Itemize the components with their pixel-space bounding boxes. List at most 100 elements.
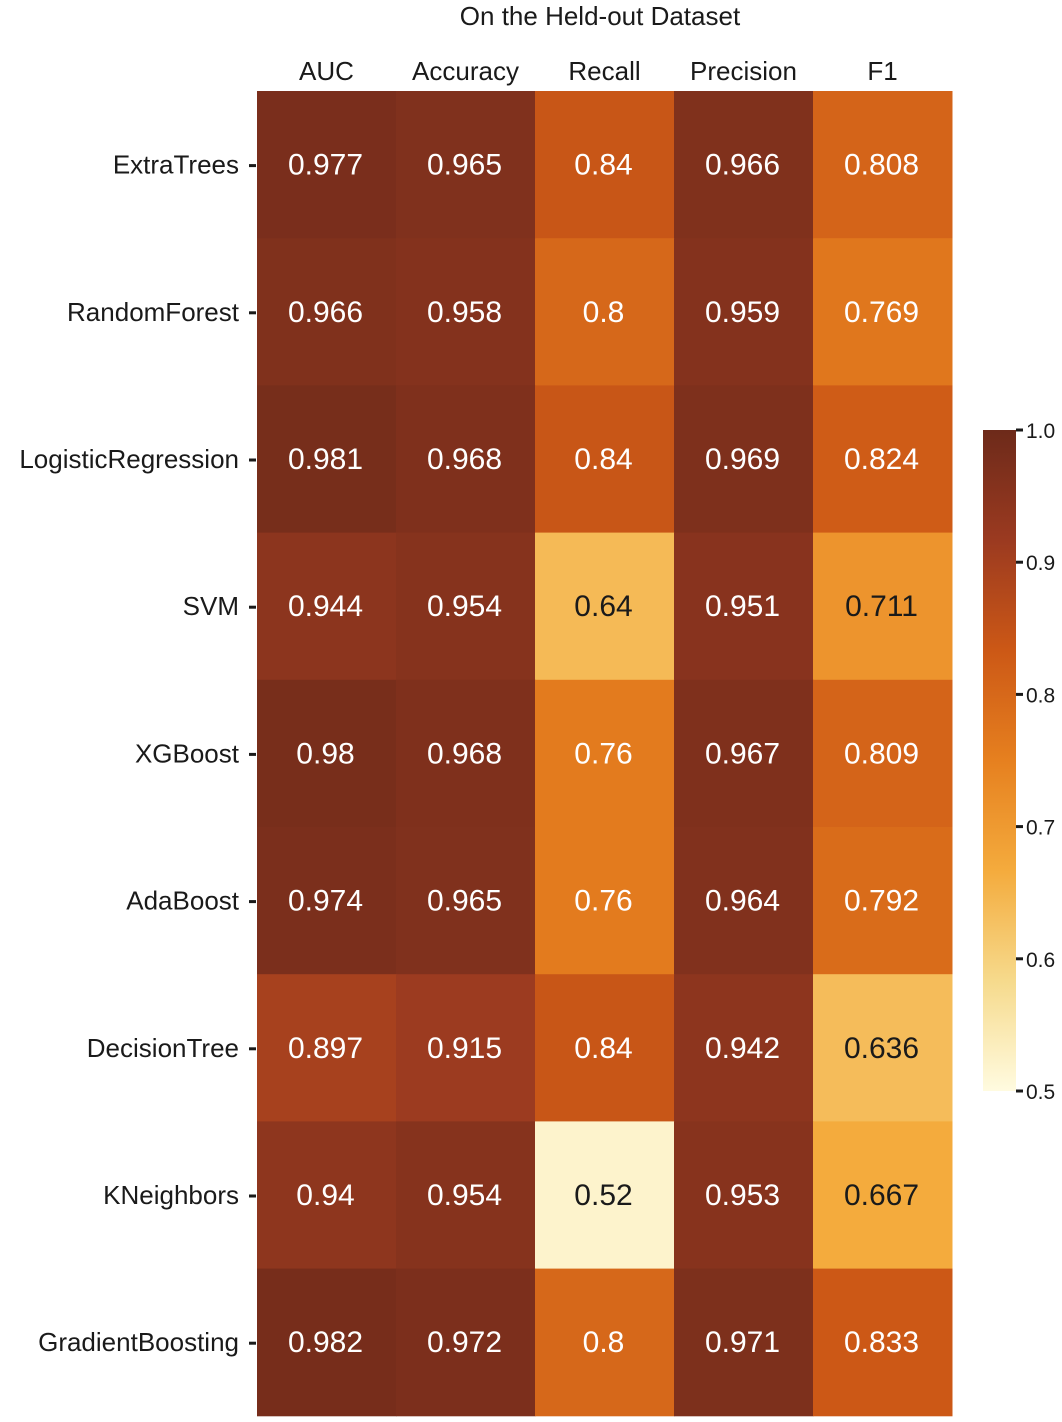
heatmap-cell bbox=[396, 385, 536, 534]
heatmap-cell bbox=[257, 679, 397, 828]
cell-value: 0.969 bbox=[705, 443, 780, 476]
cell-value: 0.953 bbox=[705, 1179, 780, 1212]
heatmap-cell bbox=[813, 238, 953, 386]
heatmap-cell bbox=[813, 827, 953, 975]
heatmap-cell bbox=[396, 827, 536, 975]
heatmap-cell bbox=[257, 91, 397, 239]
chart-title: On the Held-out Dataset bbox=[460, 1, 741, 31]
heatmap-cells: 0.977 0.965 0.84 0.966 0.808 0.966 0.958 0.8 0.9… bbox=[257, 91, 953, 1417]
heatmap-cell bbox=[257, 385, 397, 534]
colorbar-tick-label: 0.9 bbox=[1026, 552, 1055, 575]
cell-value: 0.972 bbox=[427, 1326, 502, 1359]
heatmap-cell bbox=[535, 679, 675, 828]
heatmap-cell bbox=[674, 532, 814, 681]
cell-value: 0.808 bbox=[844, 149, 919, 182]
heatmap-cell bbox=[674, 974, 814, 1122]
heatmap-cell bbox=[813, 1121, 953, 1270]
row-label: GradientBoosting bbox=[38, 1327, 239, 1357]
cell-value: 0.942 bbox=[705, 1032, 780, 1065]
cell-value: 0.8 bbox=[583, 296, 625, 329]
cell-value: 0.897 bbox=[288, 1032, 363, 1065]
cell-value: 0.76 bbox=[574, 737, 632, 770]
cell-value: 0.966 bbox=[288, 296, 363, 329]
heatmap-cell bbox=[674, 679, 814, 828]
cell-value: 0.52 bbox=[574, 1179, 632, 1212]
colorbar-tick-label: 0.7 bbox=[1026, 817, 1055, 840]
heatmap-cell bbox=[535, 1121, 675, 1270]
cell-value: 0.769 bbox=[844, 296, 919, 329]
cell-value: 0.944 bbox=[288, 590, 363, 623]
heatmap-cell bbox=[396, 1268, 536, 1417]
cell-value: 0.809 bbox=[844, 737, 919, 770]
cell-value: 0.915 bbox=[427, 1032, 502, 1065]
heatmap-cell bbox=[396, 974, 536, 1122]
cell-value: 0.966 bbox=[705, 149, 780, 182]
cell-value: 0.954 bbox=[427, 590, 502, 623]
heatmap-cell bbox=[813, 974, 953, 1122]
cell-value: 0.667 bbox=[844, 1179, 919, 1212]
heatmap-cell bbox=[813, 91, 953, 239]
column-label: AUC bbox=[299, 56, 354, 86]
row-label: DecisionTree bbox=[87, 1033, 239, 1063]
heatmap-cell bbox=[396, 532, 536, 681]
heatmap-cell bbox=[257, 532, 397, 681]
colorbar-tick-label: 0.8 bbox=[1026, 684, 1055, 707]
heatmap-cell bbox=[535, 827, 675, 975]
cell-value: 0.967 bbox=[705, 737, 780, 770]
cell-value: 0.833 bbox=[844, 1326, 919, 1359]
heatmap-cell bbox=[396, 238, 536, 386]
heatmap-cell bbox=[396, 1121, 536, 1270]
cell-value: 0.98 bbox=[296, 737, 354, 770]
cell-value: 0.84 bbox=[574, 149, 632, 182]
heatmap-cell bbox=[535, 532, 675, 681]
cell-value: 0.965 bbox=[427, 885, 502, 918]
cell-value: 0.954 bbox=[427, 1179, 502, 1212]
heatmap-cell bbox=[674, 1268, 814, 1417]
heatmap-cell bbox=[396, 91, 536, 239]
heatmap-cell bbox=[813, 385, 953, 534]
cell-value: 0.968 bbox=[427, 737, 502, 770]
heatmap-cell bbox=[257, 827, 397, 975]
cell-value: 0.965 bbox=[427, 149, 502, 182]
cell-value: 0.974 bbox=[288, 885, 363, 918]
heatmap-cell bbox=[813, 679, 953, 828]
cell-value: 0.964 bbox=[705, 885, 780, 918]
colorbar-tick-label: 1.0 bbox=[1026, 420, 1055, 443]
cell-value: 0.84 bbox=[574, 1032, 632, 1065]
row-labels: ExtraTrees RandomForest LogisticRegression… bbox=[19, 150, 256, 1357]
heatmap-cell bbox=[257, 974, 397, 1122]
heatmap-cell bbox=[257, 1121, 397, 1270]
row-label: XGBoost bbox=[135, 738, 240, 768]
column-label: Recall bbox=[568, 56, 640, 86]
heatmap-cell bbox=[674, 827, 814, 975]
cell-value: 0.94 bbox=[296, 1179, 354, 1212]
heatmap-cell bbox=[535, 238, 675, 386]
cell-value: 0.84 bbox=[574, 443, 632, 476]
colorbar-gradient bbox=[983, 430, 1016, 1091]
cell-value: 0.711 bbox=[845, 590, 918, 623]
row-label: AdaBoost bbox=[126, 886, 240, 916]
column-labels: AUC Accuracy Recall Precision F1 bbox=[299, 56, 898, 86]
column-label: Accuracy bbox=[412, 56, 519, 86]
row-label: KNeighbors bbox=[103, 1180, 239, 1210]
heatmap-cell bbox=[813, 1268, 953, 1417]
cell-value: 0.636 bbox=[844, 1032, 919, 1065]
row-label: RandomForest bbox=[67, 297, 240, 327]
heatmap-cell bbox=[396, 679, 536, 828]
colorbar: 1.0 0.9 0.8 0.7 0.6 0.5 bbox=[983, 420, 1055, 1104]
cell-value: 0.76 bbox=[574, 885, 632, 918]
heatmap-cell bbox=[674, 91, 814, 239]
cell-value: 0.968 bbox=[427, 443, 502, 476]
cell-value: 0.982 bbox=[288, 1326, 363, 1359]
cell-value: 0.792 bbox=[844, 885, 919, 918]
heatmap-cell bbox=[674, 238, 814, 386]
cell-value: 0.64 bbox=[574, 590, 632, 623]
heatmap-cell bbox=[674, 385, 814, 534]
cell-value: 0.977 bbox=[288, 149, 363, 182]
row-label: SVM bbox=[183, 591, 239, 621]
heatmap-cell bbox=[535, 91, 675, 239]
cell-value: 0.8 bbox=[583, 1326, 625, 1359]
cell-value: 0.981 bbox=[288, 443, 363, 476]
colorbar-tick-label: 0.5 bbox=[1026, 1081, 1055, 1104]
